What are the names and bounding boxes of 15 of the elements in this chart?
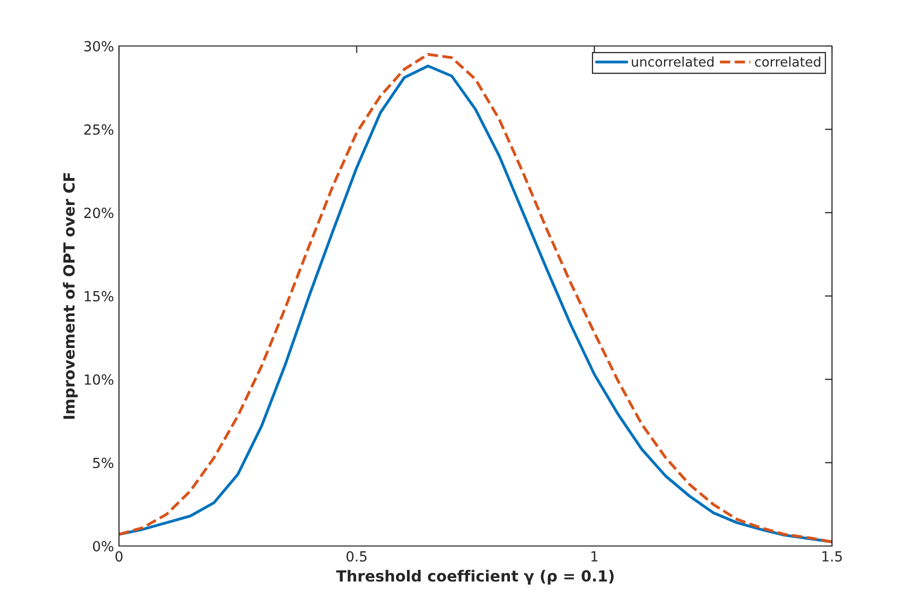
legend-label: correlated — [754, 56, 820, 67]
y-tick-label: 5% — [93, 458, 114, 468]
x-tick-label: 0.5 — [346, 551, 366, 562]
y-tick-label: 15% — [84, 290, 114, 302]
x-tick-label: 1 — [591, 551, 598, 562]
legend-label: uncorrelated — [632, 56, 714, 67]
y-tick-label: 20% — [84, 208, 114, 218]
x-axis-title: Threshold coefficient γ (ρ = 0.1) — [336, 570, 614, 585]
y-tick-label: 25% — [84, 124, 114, 135]
x-tick-label: 0 — [115, 551, 122, 562]
y-tick-label: 0% — [93, 540, 114, 552]
y-tick-label: 10% — [84, 374, 114, 385]
y-axis-title: Improvement of OPT over CF — [62, 173, 78, 419]
x-tick-label: 1.5 — [822, 551, 842, 562]
y-tick-label: 30% — [84, 40, 114, 52]
